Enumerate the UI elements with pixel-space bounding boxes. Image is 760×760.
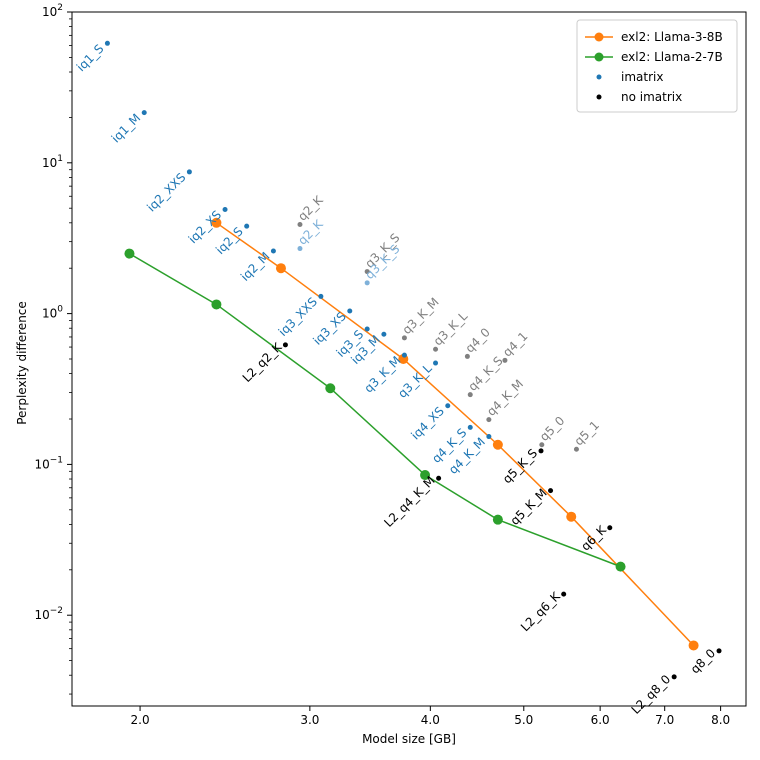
scatter-point bbox=[141, 110, 147, 116]
x-axis-label: Model size [GB] bbox=[362, 732, 456, 746]
scatter-point bbox=[464, 353, 470, 359]
y-tick-base: 10 bbox=[42, 307, 57, 321]
scatter-point bbox=[561, 591, 567, 597]
scatter-point bbox=[502, 357, 508, 363]
y-tick-exponent: 0 bbox=[57, 305, 63, 315]
y-tick-exponent: 2 bbox=[57, 3, 63, 13]
y-tick-label: 102 bbox=[42, 3, 63, 19]
series-marker-llama2 bbox=[615, 561, 626, 572]
legend-entry: exl2: Llama-2-7B bbox=[621, 50, 723, 64]
scatter-point bbox=[270, 248, 276, 254]
scatter-point bbox=[347, 308, 353, 314]
y-tick-exponent: 1 bbox=[57, 154, 63, 164]
scatter-point bbox=[364, 326, 370, 332]
scatter-point bbox=[716, 648, 722, 654]
series-marker-llama3 bbox=[688, 640, 699, 651]
scatter-point bbox=[445, 403, 451, 409]
series-marker-llama2 bbox=[211, 299, 222, 310]
scatter-point bbox=[318, 293, 324, 299]
series-marker-llama2 bbox=[492, 514, 503, 525]
series-marker-llama3 bbox=[566, 511, 577, 522]
scatter-point bbox=[486, 434, 492, 440]
scatter-point bbox=[364, 269, 370, 275]
scatter-point bbox=[573, 446, 579, 452]
legend: exl2: Llama-3-8B exl2: Llama-2-7B imatrix n… bbox=[576, 19, 738, 113]
series-line-llama3 bbox=[215, 222, 695, 646]
x-tick-label: 6.0 bbox=[591, 713, 610, 727]
scatter-point bbox=[607, 525, 613, 531]
scatter-point bbox=[436, 475, 442, 481]
series-marker-llama2 bbox=[124, 248, 135, 259]
scatter-point bbox=[364, 280, 370, 286]
scatter-point bbox=[538, 448, 544, 454]
scatter-point bbox=[401, 335, 407, 341]
scatter-point bbox=[433, 360, 439, 366]
series-marker-llama3 bbox=[492, 439, 503, 450]
y-tick-label: 101 bbox=[42, 154, 63, 170]
scatter-point bbox=[539, 442, 545, 448]
legend-swatch-marker bbox=[596, 94, 602, 100]
x-tick-label: 4.0 bbox=[421, 713, 440, 727]
series-marker-llama2 bbox=[325, 383, 336, 394]
data-marks bbox=[104, 40, 722, 680]
scatter-point bbox=[186, 169, 192, 175]
y-tick-base: 10 bbox=[34, 457, 49, 471]
legend-swatch-marker bbox=[594, 52, 604, 62]
x-tick-label: 3.0 bbox=[300, 713, 319, 727]
y-tick-base: 10 bbox=[42, 5, 57, 19]
y-tick-label: 10−1 bbox=[34, 455, 63, 471]
series-marker-llama2 bbox=[420, 470, 431, 481]
series-marker-llama3 bbox=[275, 263, 286, 274]
y-axis-label: Perplexity difference bbox=[15, 301, 29, 425]
series-line-llama2 bbox=[129, 252, 621, 568]
y-tick-exponent: −1 bbox=[50, 455, 63, 465]
legend-entry: no imatrix bbox=[621, 90, 682, 104]
scatter-point bbox=[297, 221, 303, 227]
legend-entry: exl2: Llama-3-8B bbox=[621, 30, 723, 44]
y-tick-label: 10−2 bbox=[34, 606, 63, 622]
legend-entry: imatrix bbox=[621, 70, 663, 84]
scatter-point bbox=[381, 331, 387, 337]
scatter-point bbox=[297, 246, 303, 252]
scatter-point bbox=[548, 488, 554, 494]
x-tick-label: 5.0 bbox=[514, 713, 533, 727]
legend-swatch-marker bbox=[594, 32, 604, 42]
scatter-point bbox=[401, 352, 407, 358]
x-tick-label: 7.0 bbox=[655, 713, 674, 727]
scatter-point bbox=[244, 223, 250, 229]
scatter-point bbox=[671, 674, 677, 680]
scatter-point bbox=[467, 392, 473, 398]
legend-swatch-marker bbox=[596, 74, 602, 80]
y-tick-base: 10 bbox=[34, 608, 49, 622]
y-tick-base: 10 bbox=[42, 156, 57, 170]
scatter-point bbox=[433, 346, 439, 352]
x-tick-label: 8.0 bbox=[711, 713, 730, 727]
scatter-point bbox=[104, 40, 110, 46]
y-tick-exponent: −2 bbox=[50, 606, 63, 616]
scatter-point bbox=[282, 342, 288, 348]
legend-box bbox=[576, 19, 738, 113]
y-tick-label: 100 bbox=[42, 305, 63, 321]
x-tick-label: 2.0 bbox=[131, 713, 150, 727]
scatter-point bbox=[486, 417, 492, 423]
scatter-point bbox=[467, 424, 473, 430]
series-marker-llama3 bbox=[211, 217, 222, 228]
scatter-point bbox=[222, 207, 228, 213]
